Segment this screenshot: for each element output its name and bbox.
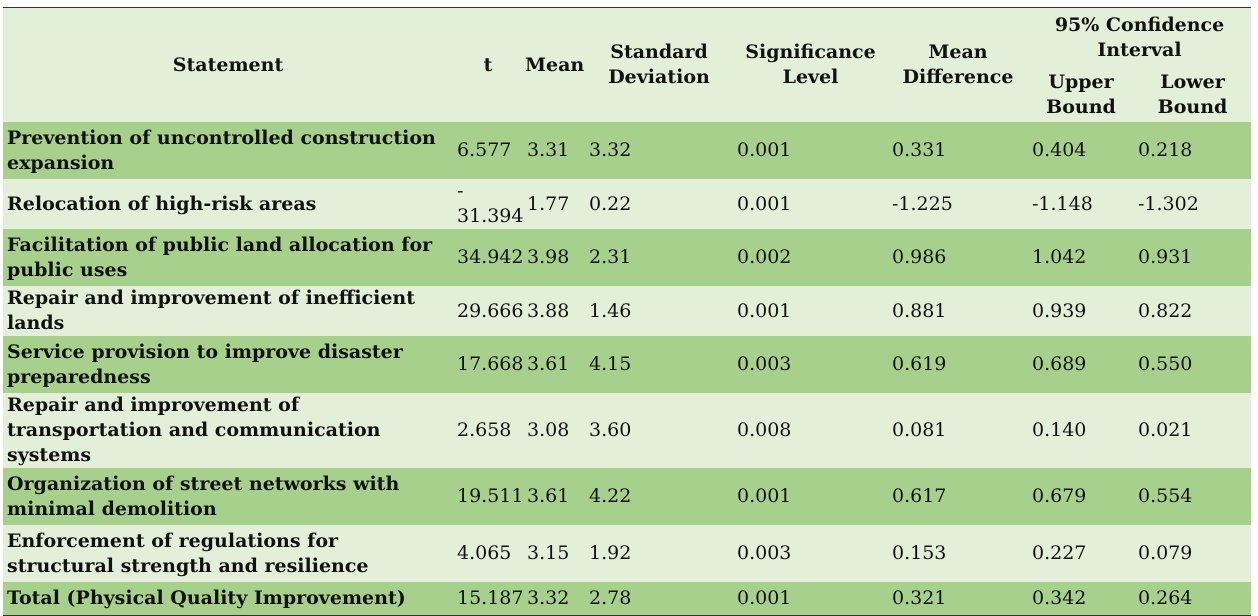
sd-cell: 1.46 bbox=[589, 299, 632, 322]
significance-cell: 0.001 bbox=[737, 299, 792, 322]
table-row: Enforcement of regulations for structura… bbox=[3, 525, 1252, 582]
mean-difference-cell: -1.225 bbox=[892, 192, 953, 215]
upper-bound-cell: -1.148 bbox=[1032, 192, 1093, 215]
mean-cell: 3.61 bbox=[527, 485, 570, 507]
t-cell: 6.577 bbox=[457, 139, 512, 161]
lower-bound-cell: 0.822 bbox=[1138, 299, 1193, 322]
mean-cell: 3.15 bbox=[527, 542, 570, 564]
table-row: Relocation of high-risk areas - 31.394 1.7… bbox=[3, 179, 1252, 229]
lower-bound-cell: 0.264 bbox=[1138, 587, 1193, 609]
mean-cell: 1.77 bbox=[527, 192, 570, 215]
t-cell: - 31.394 bbox=[457, 180, 524, 227]
table-row: Service provision to improve disaster pr… bbox=[3, 336, 1252, 393]
upper-bound-cell: 0.689 bbox=[1032, 353, 1087, 375]
sd-cell: 0.22 bbox=[589, 192, 632, 215]
mean-cell: 3.31 bbox=[527, 139, 570, 161]
sd-cell: 4.15 bbox=[589, 353, 632, 375]
mean-cell: 3.32 bbox=[527, 587, 570, 609]
table-row: Facilitation of public land allocation f… bbox=[3, 229, 1252, 286]
header-statement: Statement bbox=[172, 53, 284, 76]
statement-cell: Relocation of high-risk areas bbox=[7, 192, 317, 215]
header-significance-level: Significance Level bbox=[745, 41, 876, 88]
sd-cell: 1.92 bbox=[589, 542, 632, 564]
significance-cell: 0.001 bbox=[737, 139, 792, 161]
statement-cell: Service provision to improve disaster pr… bbox=[7, 340, 403, 388]
t-cell: 4.065 bbox=[457, 542, 512, 564]
t-cell: 34.942 bbox=[457, 246, 524, 268]
mean-difference-cell: 0.153 bbox=[892, 542, 947, 564]
mean-difference-cell: 0.986 bbox=[892, 246, 947, 268]
results-table: Statement t Mean Standard Deviation Sign… bbox=[3, 7, 1252, 616]
statement-cell: Repair and improvement of inefficient la… bbox=[7, 287, 416, 334]
table-body: Prevention of uncontrolled construction … bbox=[3, 122, 1252, 616]
significance-cell: 0.001 bbox=[737, 192, 792, 215]
mean-cell: 3.98 bbox=[527, 246, 570, 268]
upper-bound-cell: 0.404 bbox=[1032, 139, 1087, 161]
header-upper-bound: Upper Bound bbox=[1046, 71, 1116, 118]
lower-bound-cell: 0.079 bbox=[1138, 542, 1193, 564]
header-mean-difference: Mean Difference bbox=[902, 41, 1014, 88]
mean-cell: 3.88 bbox=[527, 299, 570, 322]
sd-cell: 3.32 bbox=[589, 139, 632, 161]
header-lower-bound: Lower Bound bbox=[1157, 71, 1228, 118]
header-confidence-interval: 95% Confidence Interval bbox=[1054, 14, 1225, 61]
table-row: Repair and improvement of transportation… bbox=[3, 393, 1252, 468]
lower-bound-cell: 0.554 bbox=[1138, 485, 1193, 507]
lower-bound-cell: 0.550 bbox=[1138, 353, 1193, 375]
t-cell: 19.511 bbox=[457, 485, 524, 507]
mean-difference-cell: 0.321 bbox=[892, 587, 947, 609]
lower-bound-cell: 0.218 bbox=[1138, 139, 1193, 161]
upper-bound-cell: 0.227 bbox=[1032, 542, 1087, 564]
lower-bound-cell: 0.931 bbox=[1138, 246, 1193, 268]
table-row: Total (Physical Quality Improvement) 15.1… bbox=[3, 582, 1252, 616]
mean-difference-cell: 0.619 bbox=[892, 353, 947, 375]
upper-bound-cell: 0.939 bbox=[1032, 299, 1087, 322]
t-cell: 2.658 bbox=[457, 419, 512, 441]
statement-cell: Enforcement of regulations for structura… bbox=[7, 529, 369, 577]
t-cell: 29.666 bbox=[457, 299, 524, 322]
upper-bound-cell: 0.140 bbox=[1032, 419, 1087, 441]
significance-cell: 0.003 bbox=[737, 542, 792, 564]
lower-bound-cell: -1.302 bbox=[1138, 192, 1199, 215]
sd-cell: 2.78 bbox=[589, 587, 632, 609]
statement-cell: Prevention of uncontrolled construction … bbox=[7, 126, 436, 174]
upper-bound-cell: 0.342 bbox=[1032, 587, 1087, 609]
significance-cell: 0.001 bbox=[737, 587, 792, 609]
statement-cell: Facilitation of public land allocation f… bbox=[7, 233, 433, 281]
statement-cell: Total (Physical Quality Improvement) bbox=[7, 587, 406, 609]
mean-difference-cell: 0.881 bbox=[892, 299, 947, 322]
table-header: Statement t Mean Standard Deviation Sign… bbox=[3, 7, 1252, 122]
sd-cell: 4.22 bbox=[589, 485, 632, 507]
upper-bound-cell: 1.042 bbox=[1032, 246, 1087, 268]
table-row: Prevention of uncontrolled construction … bbox=[3, 122, 1252, 179]
header-t: t bbox=[483, 53, 493, 76]
significance-cell: 0.002 bbox=[737, 246, 792, 268]
mean-difference-cell: 0.081 bbox=[892, 419, 947, 441]
significance-cell: 0.003 bbox=[737, 353, 792, 375]
lower-bound-cell: 0.021 bbox=[1138, 419, 1193, 441]
table-row: Repair and improvement of inefficient la… bbox=[3, 286, 1252, 336]
mean-cell: 3.61 bbox=[527, 353, 570, 375]
results-table-container: Statement t Mean Standard Deviation Sign… bbox=[3, 7, 1252, 616]
mean-difference-cell: 0.331 bbox=[892, 139, 947, 161]
t-cell: 17.668 bbox=[457, 353, 524, 375]
t-cell: 15.187 bbox=[457, 587, 524, 609]
sd-cell: 2.31 bbox=[589, 246, 632, 268]
header-mean: Mean bbox=[525, 53, 585, 76]
statement-cell: Repair and improvement of transportation… bbox=[7, 394, 381, 466]
table-row: Organization of street networks with min… bbox=[3, 468, 1252, 525]
mean-cell: 3.08 bbox=[527, 419, 570, 441]
significance-cell: 0.008 bbox=[737, 419, 792, 441]
upper-bound-cell: 0.679 bbox=[1032, 485, 1087, 507]
mean-difference-cell: 0.617 bbox=[892, 485, 947, 507]
header-standard-deviation: Standard Deviation bbox=[608, 41, 710, 88]
significance-cell: 0.001 bbox=[737, 485, 792, 507]
sd-cell: 3.60 bbox=[589, 419, 632, 441]
statement-cell: Organization of street networks with min… bbox=[7, 472, 400, 520]
